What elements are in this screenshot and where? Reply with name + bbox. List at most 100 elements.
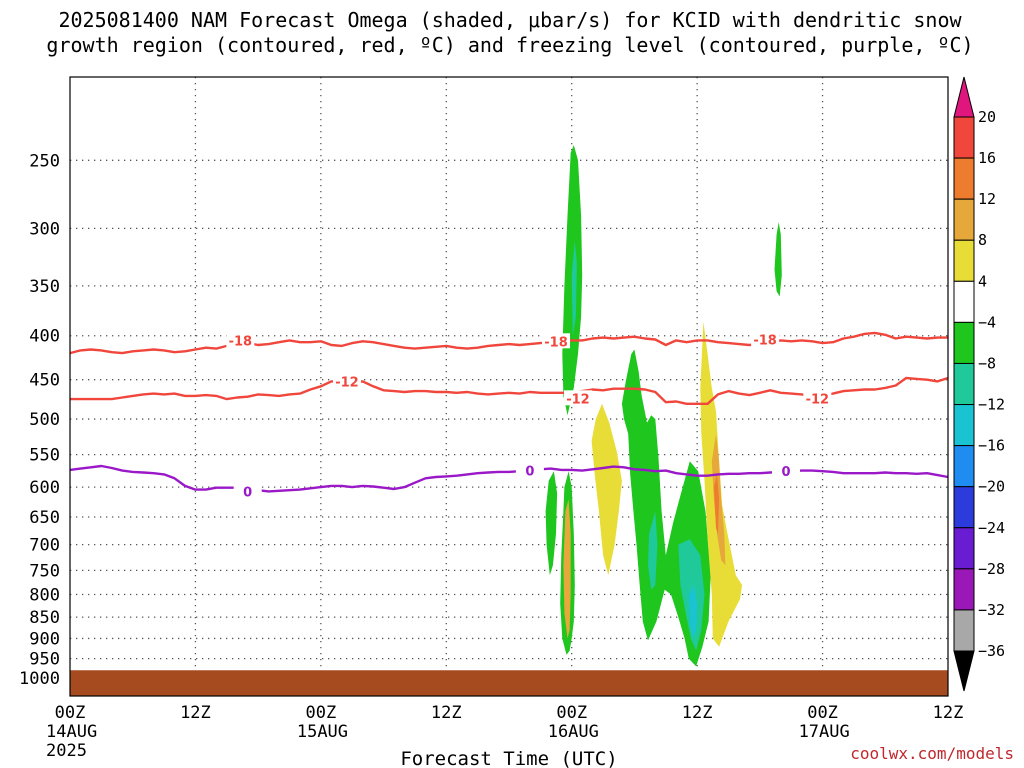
- x-tick-label: 00Z: [556, 703, 587, 723]
- contour-label-bg: [751, 331, 780, 347]
- y-tick-label: 450: [29, 371, 60, 391]
- x-tick-label: 00Z: [55, 703, 86, 723]
- omega-region: [774, 222, 782, 297]
- colorbar-bin: [953, 116, 975, 159]
- plot-border: [69, 76, 949, 697]
- x-axis-label: Forecast Time (UTC): [400, 748, 617, 768]
- y-tick-label: 950: [29, 650, 60, 670]
- colorbar-label: 12: [978, 190, 996, 208]
- ground-layer: [70, 670, 948, 696]
- omega-region: [700, 321, 743, 647]
- omega-region: [648, 511, 658, 590]
- contour-label: 0: [525, 465, 534, 480]
- contour-label-bg: [233, 483, 262, 499]
- colorbar-bin: [953, 404, 975, 447]
- colorbar-bin: [953, 321, 975, 364]
- site-credit: coolwx.com/models: [850, 744, 1014, 763]
- contour-label-bg: [515, 462, 544, 478]
- colorbar: 20 16 12 8 4 −4 −8 −12 −16 −20 −24 −28 −32 −36: [953, 76, 1005, 692]
- colorbar-bin: [953, 445, 975, 488]
- colorbar-label: −20: [978, 478, 1005, 496]
- colorbar-bin: [953, 362, 975, 406]
- y-axis-ticks: 2503003504004505005506006507007508008509…: [19, 151, 60, 688]
- ground-fill: [70, 670, 948, 696]
- y-tick-label: 650: [29, 508, 60, 528]
- contour-label: -18: [544, 335, 568, 350]
- omega-region: [545, 471, 558, 576]
- colorbar-bin: [953, 157, 975, 200]
- contour-label: -12: [335, 375, 359, 390]
- colorbar-label: 16: [978, 149, 996, 167]
- x-tick-label: 17AUG: [799, 722, 850, 742]
- contour-line-18: [69, 331, 948, 355]
- colorbar-label: −28: [978, 560, 1005, 578]
- omega-region: [688, 585, 698, 639]
- y-tick-label: 600: [29, 478, 60, 498]
- y-tick-label: 750: [29, 561, 60, 581]
- colorbar-label: 4: [978, 272, 987, 290]
- y-tick-label: 900: [29, 629, 60, 649]
- contour-label-bg: [803, 390, 832, 406]
- colorbar-label: −4: [978, 313, 996, 331]
- y-tick-label: 250: [29, 151, 60, 171]
- y-tick-label: 1000: [19, 669, 60, 689]
- x-tick-label: 14AUG: [46, 722, 97, 742]
- contour-label: -12: [806, 392, 830, 407]
- colorbar-bottom-arrow: [953, 650, 975, 692]
- colorbar-bin: [953, 280, 975, 323]
- colorbar-bin: [953, 609, 975, 652]
- x-tick-label: 2025: [46, 741, 87, 761]
- colorbar-bin: [953, 198, 975, 241]
- contour-label-bg: [771, 463, 800, 479]
- colorbar-bin: [953, 486, 975, 529]
- omega-region: [563, 499, 571, 639]
- x-tick-label: 12Z: [431, 703, 462, 723]
- contour-label-bg: [563, 390, 592, 406]
- x-tick-label: 15AUG: [297, 722, 348, 742]
- chart-title-line-1: 2025081400 NAM Forecast Omega (shaded, μ…: [58, 8, 962, 32]
- colorbar-label: −16: [978, 437, 1005, 455]
- contour-label: 0: [781, 465, 790, 480]
- omega-shading: [545, 145, 782, 667]
- temperature-contours: -18 -18 -18 -12 -12 -12 0 0 0: [69, 331, 949, 500]
- x-tick-label: 16AUG: [548, 722, 599, 742]
- omega-region: [591, 403, 622, 576]
- y-tick-label: 300: [29, 219, 60, 239]
- y-tick-label: 800: [29, 585, 60, 605]
- colorbar-bin: [953, 568, 975, 611]
- y-tick-label: 350: [29, 277, 60, 297]
- contour-label: -18: [753, 333, 777, 348]
- x-tick-label: 12Z: [933, 703, 964, 723]
- colorbar-label: −12: [978, 396, 1005, 414]
- x-tick-label: 00Z: [305, 703, 336, 723]
- colorbar-label: 20: [978, 108, 996, 126]
- colorbar-label: 8: [978, 231, 987, 249]
- grid-lines: [70, 77, 948, 696]
- colorbar-bin: [953, 527, 975, 570]
- y-tick-label: 850: [29, 608, 60, 628]
- colorbar-label: −32: [978, 601, 1005, 619]
- contour-label-bg: [332, 373, 361, 389]
- plot-frame: [69, 76, 949, 697]
- colorbar-label: −8: [978, 354, 996, 372]
- x-tick-label: 12Z: [180, 703, 211, 723]
- contour-label-bg: [542, 333, 571, 349]
- x-tick-label: 00Z: [807, 703, 838, 723]
- contour-line-0: [69, 464, 949, 493]
- chart-title-line-2: growth region (contoured, red, ºC) and f…: [46, 33, 973, 57]
- contour-label: -18: [229, 334, 253, 349]
- y-tick-label: 500: [29, 410, 60, 430]
- colorbar-label: −24: [978, 519, 1005, 537]
- contour-label: -12: [566, 392, 590, 407]
- contour-label: 0: [243, 485, 252, 500]
- colorbar-bin: [953, 239, 975, 282]
- y-tick-label: 550: [29, 446, 60, 466]
- omega-region: [713, 474, 720, 534]
- contour-label-bg: [226, 332, 255, 348]
- y-tick-label: 700: [29, 536, 60, 556]
- x-tick-label: 12Z: [682, 703, 713, 723]
- colorbar-top-arrow: [953, 76, 975, 118]
- omega-region: [571, 240, 577, 336]
